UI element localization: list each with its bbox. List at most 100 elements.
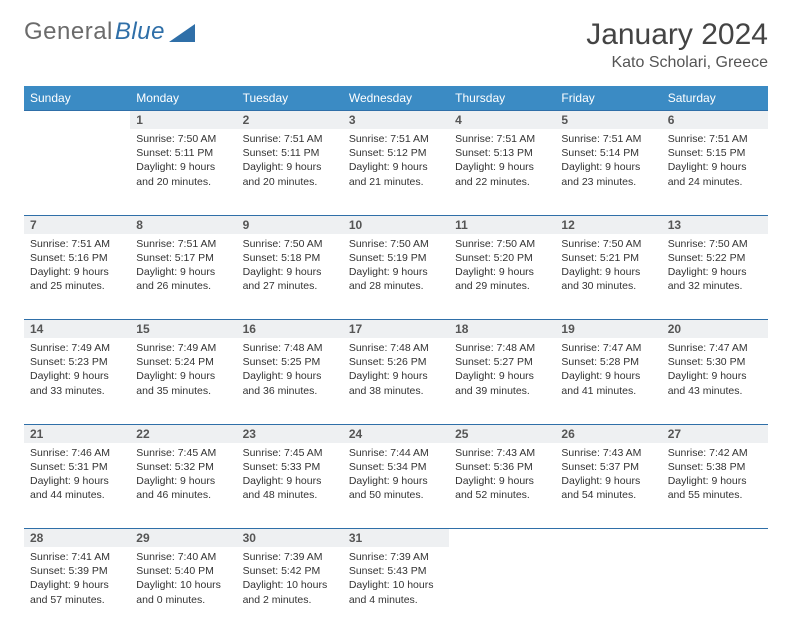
sunset-line: Sunset: 5:39 PM xyxy=(30,564,124,578)
sunrise-line: Sunrise: 7:48 AM xyxy=(243,341,337,355)
day-content-cell: Sunrise: 7:51 AMSunset: 5:17 PMDaylight:… xyxy=(130,234,236,320)
day-content-row: Sunrise: 7:50 AMSunset: 5:11 PMDaylight:… xyxy=(24,129,768,215)
day-content-cell: Sunrise: 7:47 AMSunset: 5:30 PMDaylight:… xyxy=(662,338,768,424)
sunrise-line: Sunrise: 7:49 AM xyxy=(136,341,230,355)
day-number-cell: 12 xyxy=(555,215,661,234)
sunset-line: Sunset: 5:15 PM xyxy=(668,146,762,160)
sunset-line: Sunset: 5:24 PM xyxy=(136,355,230,369)
day-number-cell: 9 xyxy=(237,215,343,234)
daylight-line: Daylight: 9 hours and 39 minutes. xyxy=(455,369,549,397)
day-number-cell: 13 xyxy=(662,215,768,234)
sunrise-line: Sunrise: 7:50 AM xyxy=(668,237,762,251)
sunrise-line: Sunrise: 7:51 AM xyxy=(668,132,762,146)
sunset-line: Sunset: 5:26 PM xyxy=(349,355,443,369)
weekday-row: SundayMondayTuesdayWednesdayThursdayFrid… xyxy=(24,86,768,111)
sunrise-line: Sunrise: 7:51 AM xyxy=(243,132,337,146)
weekday-header: Friday xyxy=(555,86,661,111)
day-content-cell: Sunrise: 7:50 AMSunset: 5:20 PMDaylight:… xyxy=(449,234,555,320)
weekday-header: Sunday xyxy=(24,86,130,111)
calendar-table: SundayMondayTuesdayWednesdayThursdayFrid… xyxy=(24,86,768,633)
day-content-cell: Sunrise: 7:48 AMSunset: 5:27 PMDaylight:… xyxy=(449,338,555,424)
daylight-line: Daylight: 9 hours and 33 minutes. xyxy=(30,369,124,397)
daylight-line: Daylight: 9 hours and 57 minutes. xyxy=(30,578,124,606)
day-content-cell: Sunrise: 7:45 AMSunset: 5:33 PMDaylight:… xyxy=(237,443,343,529)
day-content-cell: Sunrise: 7:50 AMSunset: 5:22 PMDaylight:… xyxy=(662,234,768,320)
day-content-cell: Sunrise: 7:50 AMSunset: 5:19 PMDaylight:… xyxy=(343,234,449,320)
sunset-line: Sunset: 5:30 PM xyxy=(668,355,762,369)
day-number-cell: 23 xyxy=(237,424,343,443)
day-content-cell xyxy=(449,547,555,633)
day-content-cell: Sunrise: 7:51 AMSunset: 5:12 PMDaylight:… xyxy=(343,129,449,215)
daylight-line: Daylight: 9 hours and 50 minutes. xyxy=(349,474,443,502)
sunset-line: Sunset: 5:31 PM xyxy=(30,460,124,474)
sunrise-line: Sunrise: 7:40 AM xyxy=(136,550,230,564)
daylight-line: Daylight: 9 hours and 24 minutes. xyxy=(668,160,762,188)
sunrise-line: Sunrise: 7:47 AM xyxy=(561,341,655,355)
sunset-line: Sunset: 5:43 PM xyxy=(349,564,443,578)
sunset-line: Sunset: 5:40 PM xyxy=(136,564,230,578)
daylight-line: Daylight: 9 hours and 27 minutes. xyxy=(243,265,337,293)
day-content-cell: Sunrise: 7:51 AMSunset: 5:15 PMDaylight:… xyxy=(662,129,768,215)
title-block: January 2024 Kato Scholari, Greece xyxy=(586,18,768,72)
sunrise-line: Sunrise: 7:47 AM xyxy=(668,341,762,355)
daylight-line: Daylight: 9 hours and 35 minutes. xyxy=(136,369,230,397)
sunrise-line: Sunrise: 7:50 AM xyxy=(561,237,655,251)
weekday-header: Tuesday xyxy=(237,86,343,111)
daylight-line: Daylight: 9 hours and 55 minutes. xyxy=(668,474,762,502)
day-number-cell: 15 xyxy=(130,320,236,339)
daylight-line: Daylight: 9 hours and 36 minutes. xyxy=(243,369,337,397)
day-content-cell xyxy=(24,129,130,215)
day-number-cell: 6 xyxy=(662,111,768,130)
month-title: January 2024 xyxy=(586,18,768,52)
day-number-row: 123456 xyxy=(24,111,768,130)
sunrise-line: Sunrise: 7:43 AM xyxy=(455,446,549,460)
day-content-row: Sunrise: 7:41 AMSunset: 5:39 PMDaylight:… xyxy=(24,547,768,633)
daylight-line: Daylight: 9 hours and 28 minutes. xyxy=(349,265,443,293)
day-number-cell: 4 xyxy=(449,111,555,130)
sunset-line: Sunset: 5:38 PM xyxy=(668,460,762,474)
weekday-header: Wednesday xyxy=(343,86,449,111)
day-content-cell xyxy=(662,547,768,633)
day-content-cell: Sunrise: 7:44 AMSunset: 5:34 PMDaylight:… xyxy=(343,443,449,529)
daylight-line: Daylight: 9 hours and 54 minutes. xyxy=(561,474,655,502)
daylight-line: Daylight: 10 hours and 0 minutes. xyxy=(136,578,230,606)
daylight-line: Daylight: 9 hours and 21 minutes. xyxy=(349,160,443,188)
sunrise-line: Sunrise: 7:51 AM xyxy=(561,132,655,146)
day-content-cell: Sunrise: 7:48 AMSunset: 5:26 PMDaylight:… xyxy=(343,338,449,424)
sunrise-line: Sunrise: 7:51 AM xyxy=(136,237,230,251)
day-content-cell: Sunrise: 7:39 AMSunset: 5:42 PMDaylight:… xyxy=(237,547,343,633)
day-number-cell: 8 xyxy=(130,215,236,234)
sunset-line: Sunset: 5:21 PM xyxy=(561,251,655,265)
sunset-line: Sunset: 5:18 PM xyxy=(243,251,337,265)
sunset-line: Sunset: 5:17 PM xyxy=(136,251,230,265)
day-number-cell: 11 xyxy=(449,215,555,234)
day-content-cell: Sunrise: 7:47 AMSunset: 5:28 PMDaylight:… xyxy=(555,338,661,424)
day-content-cell: Sunrise: 7:43 AMSunset: 5:36 PMDaylight:… xyxy=(449,443,555,529)
sunset-line: Sunset: 5:11 PM xyxy=(136,146,230,160)
daylight-line: Daylight: 9 hours and 44 minutes. xyxy=(30,474,124,502)
day-content-row: Sunrise: 7:49 AMSunset: 5:23 PMDaylight:… xyxy=(24,338,768,424)
sunrise-line: Sunrise: 7:42 AM xyxy=(668,446,762,460)
day-number-cell: 22 xyxy=(130,424,236,443)
daylight-line: Daylight: 9 hours and 41 minutes. xyxy=(561,369,655,397)
day-content-cell: Sunrise: 7:50 AMSunset: 5:11 PMDaylight:… xyxy=(130,129,236,215)
day-number-cell: 3 xyxy=(343,111,449,130)
sunset-line: Sunset: 5:27 PM xyxy=(455,355,549,369)
day-content-cell: Sunrise: 7:48 AMSunset: 5:25 PMDaylight:… xyxy=(237,338,343,424)
sunset-line: Sunset: 5:33 PM xyxy=(243,460,337,474)
logo-word-1: General xyxy=(24,18,113,46)
page-header: GeneralBlue January 2024 Kato Scholari, … xyxy=(24,18,768,72)
daylight-line: Daylight: 9 hours and 43 minutes. xyxy=(668,369,762,397)
daylight-line: Daylight: 9 hours and 26 minutes. xyxy=(136,265,230,293)
sunrise-line: Sunrise: 7:51 AM xyxy=(349,132,443,146)
sunrise-line: Sunrise: 7:49 AM xyxy=(30,341,124,355)
day-number-cell: 25 xyxy=(449,424,555,443)
day-number-cell: 28 xyxy=(24,529,130,548)
day-content-row: Sunrise: 7:46 AMSunset: 5:31 PMDaylight:… xyxy=(24,443,768,529)
sunset-line: Sunset: 5:22 PM xyxy=(668,251,762,265)
sunrise-line: Sunrise: 7:51 AM xyxy=(455,132,549,146)
day-number-cell: 24 xyxy=(343,424,449,443)
day-number-cell: 19 xyxy=(555,320,661,339)
day-content-cell: Sunrise: 7:49 AMSunset: 5:24 PMDaylight:… xyxy=(130,338,236,424)
sunset-line: Sunset: 5:32 PM xyxy=(136,460,230,474)
